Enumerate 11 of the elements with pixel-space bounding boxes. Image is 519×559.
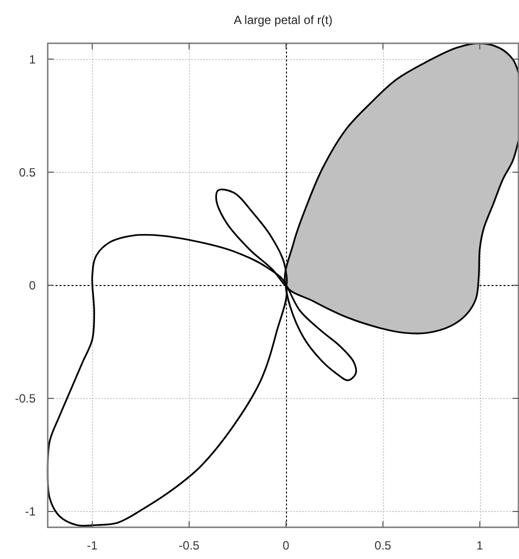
y-tick-label: 0.5	[19, 165, 36, 180]
x-tick-label: 1	[476, 538, 484, 552]
x-tick-label: -1	[86, 538, 98, 552]
x-tick-label: -0.5	[178, 538, 200, 552]
y-tick-label: 1	[29, 52, 36, 66]
x-tick-label: 0	[282, 538, 290, 552]
y-tick-label: -0.5	[15, 392, 36, 406]
y-tick-label: 0	[29, 278, 36, 292]
y-tick-label: -1	[25, 504, 36, 519]
x-tick-label: 0.5	[374, 538, 392, 552]
chart-title: A large petal of r(t)	[234, 13, 332, 27]
